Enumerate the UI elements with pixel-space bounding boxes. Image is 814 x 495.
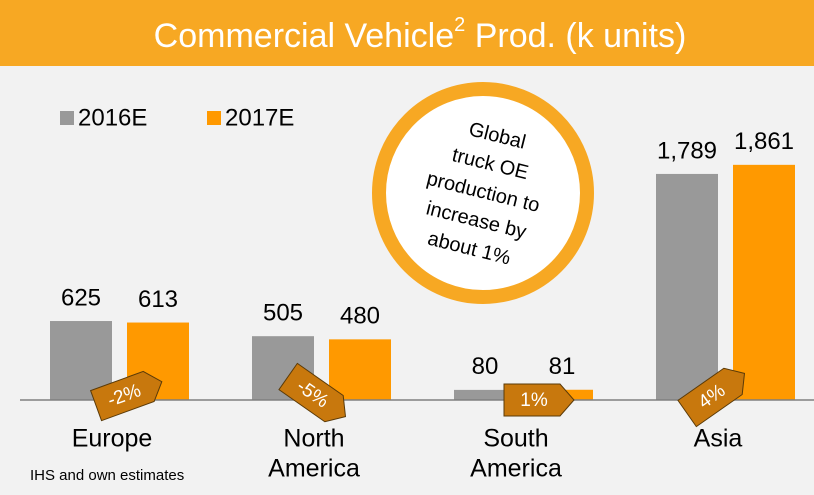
x-tick-label: Asia bbox=[694, 425, 743, 453]
legend-swatch bbox=[60, 111, 74, 125]
change-badge: -5% bbox=[278, 362, 347, 423]
bar bbox=[454, 389, 516, 400]
badge-shape bbox=[278, 362, 347, 423]
chart-title: Commercial Vehicle2 Prod. (k units) bbox=[154, 14, 687, 55]
legend-swatch bbox=[207, 111, 221, 125]
title-superscript: 2 bbox=[454, 14, 465, 36]
change-badge: -2% bbox=[89, 370, 163, 422]
legend-label: 2017E bbox=[225, 104, 294, 131]
badge-shape bbox=[503, 383, 575, 417]
title-bar bbox=[0, 0, 814, 66]
value-label: 81 bbox=[549, 353, 576, 380]
value-label: 1,789 bbox=[657, 137, 717, 164]
badge-label: 1% bbox=[520, 390, 548, 411]
value-label: 613 bbox=[138, 286, 178, 313]
title-part: Prod. (k units) bbox=[465, 17, 686, 55]
callout-circle bbox=[372, 82, 594, 304]
x-tick-label: America bbox=[470, 455, 562, 483]
value-label: 1,861 bbox=[734, 128, 794, 155]
x-tick-label: South bbox=[483, 425, 548, 453]
x-tick-label: Europe bbox=[72, 425, 153, 453]
x-tick-label: North bbox=[283, 425, 344, 453]
change-badge: 1% bbox=[503, 383, 575, 417]
change-badge: 4% bbox=[677, 367, 746, 428]
value-label: 480 bbox=[340, 303, 380, 330]
value-label: 625 bbox=[61, 284, 101, 311]
bar bbox=[733, 164, 795, 400]
source-note: IHS and own estimates bbox=[30, 467, 184, 484]
legend-label: 2016E bbox=[78, 104, 147, 131]
bar bbox=[656, 173, 718, 400]
bar bbox=[329, 339, 391, 400]
value-label: 505 bbox=[263, 300, 303, 327]
value-label: 80 bbox=[472, 353, 499, 380]
badge-shape bbox=[677, 367, 746, 428]
badge-shape bbox=[89, 370, 163, 422]
title-part: Commercial Vehicle bbox=[154, 17, 454, 55]
x-tick-label: America bbox=[268, 455, 360, 483]
